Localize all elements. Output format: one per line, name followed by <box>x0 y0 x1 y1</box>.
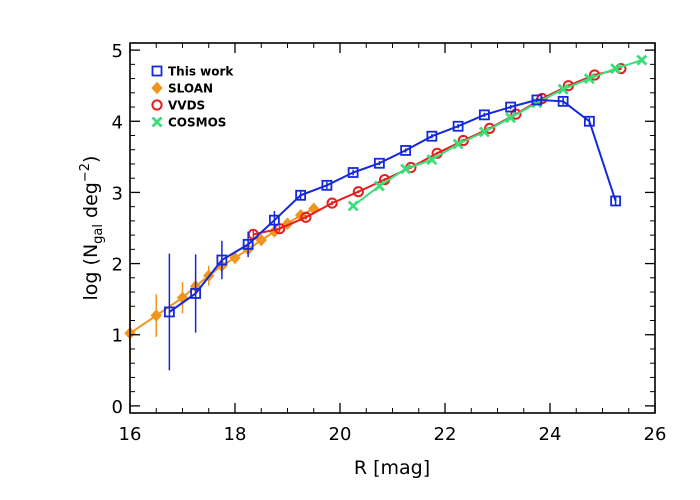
point-cosmos <box>478 126 490 138</box>
point-this-work <box>321 179 333 191</box>
x-tick-label: 26 <box>644 424 667 445</box>
y-label-sup: −2 <box>78 163 93 182</box>
point-sloan <box>281 217 294 230</box>
y-label-mid: deg <box>80 182 102 224</box>
point-cosmos <box>557 83 569 95</box>
point-cosmos <box>636 54 648 66</box>
point-cosmos <box>452 138 464 150</box>
y-label-suffix: ) <box>80 156 102 163</box>
point-sloan <box>255 233 267 247</box>
point-this-work <box>478 109 490 121</box>
point-this-work <box>216 254 228 266</box>
point-this-work <box>452 120 464 132</box>
legend-label: SLOAN <box>168 82 213 96</box>
y-tick-label: 2 <box>112 255 123 276</box>
x-axis-label: R [mag] <box>354 457 430 479</box>
series-this-work <box>163 94 622 371</box>
y-axis-label: log (Ngal deg−2) <box>78 156 106 301</box>
point-this-work <box>557 95 569 107</box>
y-label-sub: gal <box>91 224 106 244</box>
point-this-work <box>163 306 175 318</box>
y-tick-label: 5 <box>112 41 123 62</box>
point-cosmos <box>347 200 359 212</box>
point-cosmos <box>426 154 438 166</box>
point-this-work <box>531 94 543 106</box>
legend-marker <box>151 65 163 77</box>
x-tick-label: 18 <box>224 424 247 445</box>
point-this-work <box>400 145 412 156</box>
legend-label: COSMOS <box>168 116 226 130</box>
series-sloan <box>124 202 320 366</box>
plot-frame <box>129 42 656 414</box>
x-tick-label: 20 <box>329 424 352 445</box>
legend-marker <box>151 116 163 128</box>
y-tick-label: 3 <box>112 183 123 204</box>
y-label-prefix: log (N <box>80 244 102 301</box>
data-layer <box>124 54 648 371</box>
point-cosmos <box>610 63 622 75</box>
point-vvds <box>300 211 312 223</box>
series-line-this-work <box>168 98 617 313</box>
y-tick-label: 1 <box>112 326 123 347</box>
point-vvds <box>484 122 496 134</box>
point-vvds <box>326 197 338 209</box>
legend-label: This work <box>168 65 234 79</box>
point-this-work <box>268 214 280 226</box>
point-cosmos <box>505 112 517 124</box>
y-tick-label: 4 <box>112 112 123 133</box>
point-this-work <box>373 157 385 169</box>
point-vvds <box>352 186 364 198</box>
point-cosmos <box>583 73 595 85</box>
point-sloan <box>229 251 241 265</box>
point-this-work <box>583 115 595 127</box>
point-cosmos <box>400 163 412 175</box>
axis-ticks: 16 18 20 22 24 26 0 1 2 3 4 5 <box>112 41 667 445</box>
y-tick-label: 0 <box>112 397 123 418</box>
series-vvds <box>247 63 627 241</box>
point-this-work <box>242 238 254 250</box>
legend-marker <box>151 81 163 95</box>
point-this-work <box>610 195 622 207</box>
x-tick-label: 24 <box>539 424 562 445</box>
series-line-cosmos <box>352 59 643 207</box>
point-this-work <box>426 130 438 142</box>
x-tick-label: 16 <box>119 424 142 445</box>
point-cosmos <box>373 180 385 192</box>
point-this-work <box>190 288 202 299</box>
point-this-work <box>295 189 307 201</box>
legend-label: VVDS <box>168 99 205 113</box>
series-cosmos <box>347 54 648 212</box>
legend: This work SLOAN VVDS COSMOS <box>151 65 234 130</box>
point-this-work <box>347 167 359 178</box>
point-this-work <box>505 101 517 113</box>
point-sloan <box>150 309 162 322</box>
x-tick-label: 22 <box>434 424 457 445</box>
legend-marker <box>151 99 163 111</box>
